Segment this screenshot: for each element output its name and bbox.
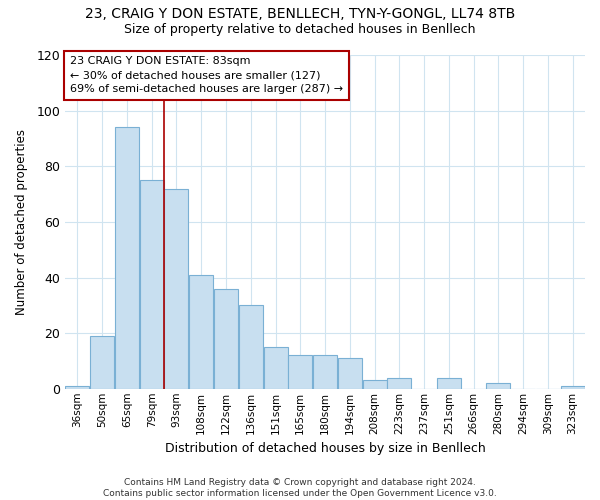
Bar	[189, 274, 213, 389]
Bar	[65, 386, 89, 389]
Bar	[140, 180, 164, 389]
Bar	[214, 288, 238, 389]
Y-axis label: Number of detached properties: Number of detached properties	[15, 129, 28, 315]
Bar	[263, 347, 287, 389]
Text: 23, CRAIG Y DON ESTATE, BENLLECH, TYN-Y-GONGL, LL74 8TB: 23, CRAIG Y DON ESTATE, BENLLECH, TYN-Y-…	[85, 8, 515, 22]
Bar	[164, 188, 188, 389]
Bar	[362, 380, 386, 389]
Bar	[487, 383, 511, 389]
Bar	[288, 356, 312, 389]
Bar	[115, 128, 139, 389]
Bar	[560, 386, 584, 389]
Bar	[437, 378, 461, 389]
Text: Contains HM Land Registry data © Crown copyright and database right 2024.
Contai: Contains HM Land Registry data © Crown c…	[103, 478, 497, 498]
Text: Size of property relative to detached houses in Benllech: Size of property relative to detached ho…	[124, 22, 476, 36]
Bar	[239, 306, 263, 389]
Bar	[338, 358, 362, 389]
Bar	[388, 378, 412, 389]
Bar	[313, 356, 337, 389]
X-axis label: Distribution of detached houses by size in Benllech: Distribution of detached houses by size …	[164, 442, 485, 455]
Text: 23 CRAIG Y DON ESTATE: 83sqm
← 30% of detached houses are smaller (127)
69% of s: 23 CRAIG Y DON ESTATE: 83sqm ← 30% of de…	[70, 56, 343, 94]
Bar	[90, 336, 114, 389]
